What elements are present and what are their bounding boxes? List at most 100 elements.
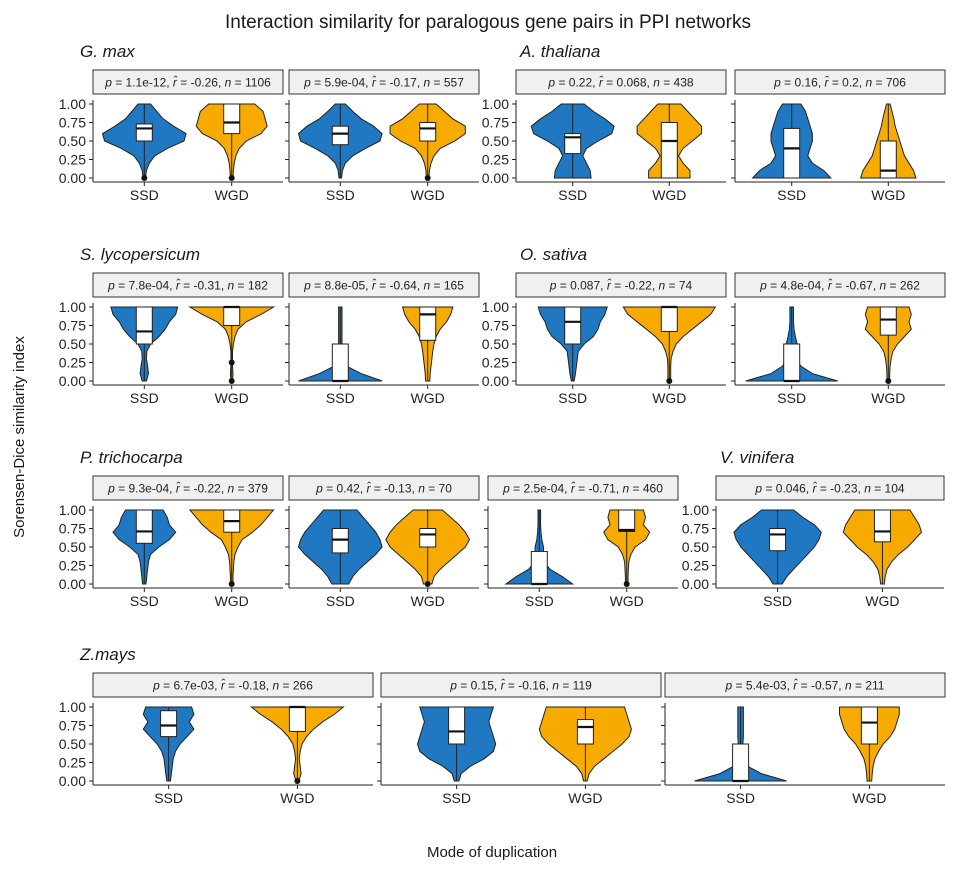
facet-panel: p = 9.3e-04, r̂ = -0.22, n = 379 0.00 0.25…: [59, 475, 284, 609]
box-iqr: [879, 140, 897, 179]
y-tick-label: 1.00: [482, 96, 509, 112]
facet-strip: [288, 272, 480, 298]
facet-panel: p = 8.8e-05, r̂ = -0.64, n = 165 SSD WGD: [285, 272, 480, 406]
y-tick-label: 0.00: [59, 773, 86, 789]
x-tick-label: SSD: [558, 187, 587, 203]
box-iqr: [564, 133, 582, 155]
facet-strip-label: p = 1.1e-12, r̂ = -0.26, n = 1106: [104, 74, 271, 89]
y-tick-label: 0.75: [482, 115, 509, 131]
facet-strip-label: p = 0.15, r̂ = -0.16, n = 119: [449, 677, 592, 692]
x-tick-label: WGD: [280, 790, 314, 806]
outlier-point: [424, 175, 431, 181]
box-iqr: [331, 528, 349, 554]
species-title: G. max: [80, 42, 135, 61]
facet-strip: [380, 672, 662, 698]
facet-strip-label: p = 0.046, r̂ = -0.23, n = 104: [754, 480, 904, 495]
facet-strip-label: p = 0.42, r̂ = -0.13, n = 70: [315, 480, 452, 495]
box-iqr: [135, 509, 153, 544]
box-iqr: [660, 306, 678, 332]
box-iqr: [618, 509, 636, 532]
facet-strip-label: p = 5.4e-03, r̂ = -0.57, n = 211: [725, 677, 885, 692]
y-tick-label: 0.50: [482, 336, 509, 352]
chart-title: Interaction similarity for paralogous ge…: [225, 12, 751, 33]
outlier-point: [424, 581, 431, 587]
x-tick-label: SSD: [763, 593, 792, 609]
x-tick-label: WGD: [871, 187, 905, 203]
facet-strip: [715, 475, 945, 501]
y-tick-label: 0.00: [59, 170, 86, 186]
box-iqr: [879, 306, 897, 336]
outlier-point: [885, 378, 892, 384]
x-tick-label: WGD: [852, 790, 886, 806]
x-tick-label: SSD: [326, 593, 355, 609]
y-axis-label: Sorensen-Dice similarity index: [11, 336, 28, 538]
box-iqr: [419, 528, 437, 548]
box-iqr: [769, 528, 787, 552]
species-group: Z.mays p = 6.7e-03, r̂ = -0.18, n = 266 0.…: [59, 645, 946, 806]
y-tick-label: 0.50: [482, 133, 509, 149]
facet-strip-label: p = 8.8e-05, r̂ = -0.64, n = 165: [303, 277, 464, 292]
facet-strip-label: p = 7.8e-04, r̂ = -0.31, n = 182: [107, 277, 268, 292]
y-tick-label: 0.75: [59, 718, 86, 734]
facet-strip: [92, 475, 284, 501]
facet-strip: [92, 272, 284, 298]
y-tick-label: 0.25: [59, 755, 86, 771]
x-tick-label: SSD: [558, 390, 587, 406]
facet-panel: p = 0.15, r̂ = -0.16, n = 119 SSD WGD: [377, 672, 662, 806]
y-tick-label: 0.75: [59, 318, 86, 334]
box-iqr: [331, 343, 349, 382]
outlier-point: [228, 359, 235, 366]
box-iqr: [860, 706, 878, 745]
x-tick-label: WGD: [865, 593, 899, 609]
box-iqr: [419, 306, 437, 341]
box-iqr: [564, 306, 582, 345]
facet-panel: p = 6.7e-03, r̂ = -0.18, n = 266 0.00 0.25…: [59, 672, 374, 806]
y-tick-label: 0.00: [59, 576, 86, 592]
facet-strip: [734, 69, 946, 95]
y-tick-label: 0.50: [59, 539, 86, 555]
facet-strip-label: p = 4.8e-04, r̂ = -0.67, n = 262: [759, 277, 920, 292]
box-iqr: [331, 125, 349, 146]
box-iqr: [660, 122, 678, 179]
outlier-point: [623, 581, 630, 587]
x-tick-label: WGD: [411, 390, 445, 406]
facet-strip: [92, 672, 374, 698]
box-iqr: [732, 743, 750, 782]
facet-strip-label: p = 5.9e-04, r̂ = -0.17, n = 557: [303, 74, 464, 89]
facet-panel: p = 5.4e-03, r̂ = -0.57, n = 211 SSD WGD: [661, 672, 946, 806]
facet-strip-label: p = 9.3e-04, r̂ = -0.22, n = 379: [107, 480, 268, 495]
x-tick-label: WGD: [652, 187, 686, 203]
y-tick-label: 0.25: [482, 355, 509, 371]
x-tick-label: WGD: [411, 593, 445, 609]
species-title: O. sativa: [520, 245, 587, 264]
facet-strip-label: p = 0.16, r̂ = 0.2, n = 706: [773, 74, 906, 89]
box-iqr: [576, 719, 594, 745]
box-iqr: [223, 103, 241, 135]
facet-strip-label: p = 0.22, r̂ = 0.068, n = 438: [547, 74, 693, 89]
outlier-point: [228, 175, 235, 181]
species-group: S. lycopersicum p = 7.8e-04, r̂ = -0.31, …: [59, 245, 480, 406]
y-tick-label: 0.00: [59, 373, 86, 389]
facet-panel: p = 0.087, r̂ = -0.22, n = 74 0.00 0.25 0.5…: [482, 272, 727, 406]
y-tick-label: 0.50: [682, 539, 709, 555]
outlier-point: [228, 378, 235, 384]
facet-panel: p = 1.1e-12, r̂ = -0.26, n = 1106 0.00 0.2…: [59, 69, 284, 203]
x-tick-label: WGD: [215, 593, 249, 609]
x-tick-label: SSD: [326, 390, 355, 406]
y-tick-label: 1.00: [59, 502, 86, 518]
y-tick-label: 1.00: [682, 502, 709, 518]
x-tick-label: SSD: [777, 187, 806, 203]
y-tick-label: 0.50: [59, 336, 86, 352]
facet-strip: [734, 272, 946, 298]
box-iqr: [135, 306, 153, 345]
facet-strip-label: p = 0.087, r̂ = -0.22, n = 74: [549, 277, 693, 292]
y-tick-label: 0.75: [482, 318, 509, 334]
species-group: P. trichocarpa p = 9.3e-04, r̂ = -0.22, n…: [59, 448, 679, 609]
x-tick-label: WGD: [411, 187, 445, 203]
outlier-point: [666, 378, 673, 384]
y-tick-label: 0.00: [482, 373, 509, 389]
x-tick-label: SSD: [130, 593, 159, 609]
box-iqr: [783, 127, 801, 179]
x-tick-label: WGD: [652, 390, 686, 406]
